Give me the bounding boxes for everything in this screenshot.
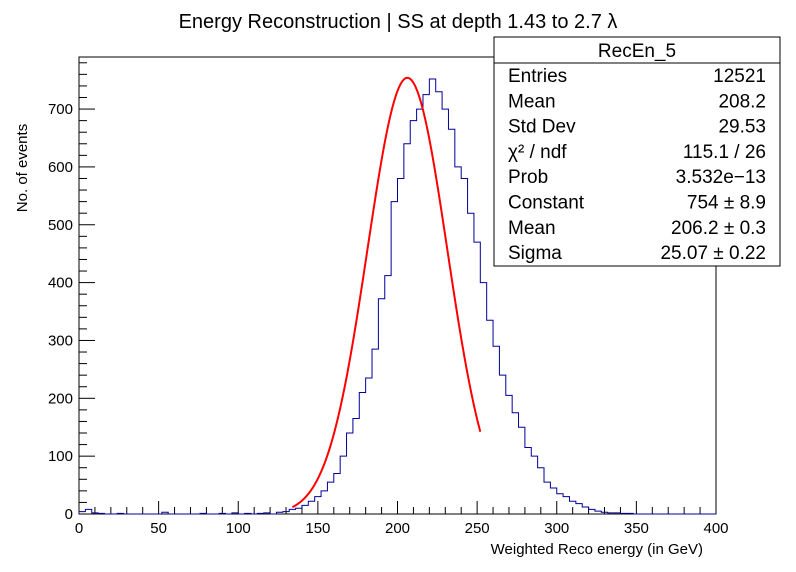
stats-row-value: 754 ± 8.9	[687, 193, 766, 214]
histogram-bin	[436, 92, 442, 514]
x-tick-label: 100	[226, 520, 251, 537]
stats-row-value: 208.2	[718, 91, 766, 112]
histogram-bin	[512, 413, 518, 514]
histogram-bin	[398, 178, 404, 514]
gaussian-fit	[291, 76, 482, 508]
y-tick-label: 500	[48, 217, 73, 234]
histogram-bin	[525, 447, 531, 514]
y-axis-label: No. of events	[14, 124, 31, 212]
histogram-bin	[544, 482, 550, 514]
histogram-bin	[302, 505, 308, 514]
histogram-bin	[417, 109, 423, 514]
stats-row-value: 206.2 ± 0.3	[671, 218, 766, 239]
histogram-bin	[487, 320, 493, 514]
stats-row-label: Mean	[508, 218, 556, 239]
stats-box-title: RecEn_5	[598, 41, 676, 62]
histogram-bin	[448, 129, 454, 514]
chart-title: Energy Reconstruction | SS at depth 1.43…	[179, 11, 618, 33]
histogram-bin	[531, 456, 537, 514]
stats-row-value: 115.1 / 26	[683, 142, 766, 163]
stats-row-label: Constant	[508, 193, 585, 214]
histogram-bin	[582, 507, 588, 514]
histogram-bin	[334, 474, 340, 514]
x-tick-label: 150	[305, 520, 330, 537]
histogram-bin	[455, 167, 461, 514]
stats-row-label: χ² / ndf	[508, 142, 567, 163]
histogram-bin	[468, 213, 474, 514]
histogram-bin	[506, 395, 512, 514]
x-tick-label: 200	[385, 520, 410, 537]
y-tick-label: 0	[65, 506, 73, 523]
histogram-series	[78, 78, 716, 515]
histogram-bin	[347, 433, 353, 514]
stats-row-label: Prob	[508, 167, 548, 188]
stats-row-value: 29.53	[718, 117, 766, 138]
stats-row-label: Entries	[508, 66, 567, 87]
histogram-bin	[499, 375, 505, 514]
x-tick-label: 50	[150, 520, 167, 537]
histogram-bin	[308, 501, 314, 514]
histogram-bin	[327, 482, 333, 514]
x-tick-label: 300	[544, 520, 569, 537]
y-tick-label: 200	[48, 390, 73, 407]
x-axis: 0 50 100 150 200 250 300 350 400	[75, 501, 729, 537]
stats-row-label: Mean	[508, 91, 556, 112]
x-tick-label: 400	[703, 520, 728, 537]
y-tick-label: 700	[48, 101, 73, 118]
histogram-bin	[85, 509, 91, 514]
fit-curve	[291, 76, 482, 508]
histogram-bin	[423, 95, 429, 514]
histogram-bin	[321, 491, 327, 514]
histogram-bin	[391, 202, 397, 514]
histogram-bin	[576, 504, 582, 514]
y-tick-label: 100	[48, 448, 73, 465]
stats-row-value: 3.532e−13	[676, 167, 766, 188]
y-tick-label: 600	[48, 159, 73, 176]
stats-row-value: 25.07 ± 0.22	[660, 243, 766, 264]
histogram-bin	[519, 427, 525, 514]
histogram-bin	[493, 346, 499, 514]
histogram-bin	[474, 242, 480, 514]
histogram-bin	[480, 283, 486, 514]
histogram-bin	[410, 121, 416, 514]
y-tick-label: 300	[48, 332, 73, 349]
stats-rows: Entries 12521 Mean 208.2 Std Dev 29.53 χ² / nd…	[508, 66, 766, 264]
histogram-bin	[385, 276, 391, 514]
histogram-bin	[557, 494, 563, 514]
x-tick-label: 350	[624, 520, 649, 537]
histogram-bin	[372, 349, 378, 514]
histogram-bin	[589, 509, 595, 514]
y-axis: 0 100 200 300 400 500 600 700	[48, 62, 95, 523]
histogram-bin	[340, 456, 346, 514]
histogram-bin	[366, 378, 372, 514]
stats-row-label: Sigma	[508, 243, 562, 264]
histogram-bin	[550, 488, 556, 514]
x-tick-label: 0	[75, 520, 83, 537]
histogram-bin	[353, 419, 359, 514]
histogram-bin	[404, 144, 410, 514]
stats-box: RecEn_5 Entries 12521 Mean 208.2 Std Dev 29.5…	[493, 36, 781, 267]
x-axis-label: Weighted Reco energy (in GeV)	[491, 541, 703, 558]
x-tick-label: 250	[465, 520, 490, 537]
histogram-bin	[359, 393, 365, 514]
y-tick-label: 400	[48, 275, 73, 292]
histogram-bin	[442, 109, 448, 514]
histogram-bin	[289, 509, 295, 514]
histogram-bin	[563, 497, 569, 514]
histogram-bin	[378, 299, 384, 514]
histogram-bin	[296, 508, 302, 514]
histogram-outline	[78, 78, 716, 515]
stats-row-label: Std Dev	[508, 117, 576, 138]
stats-row-value: 12521	[713, 66, 766, 87]
